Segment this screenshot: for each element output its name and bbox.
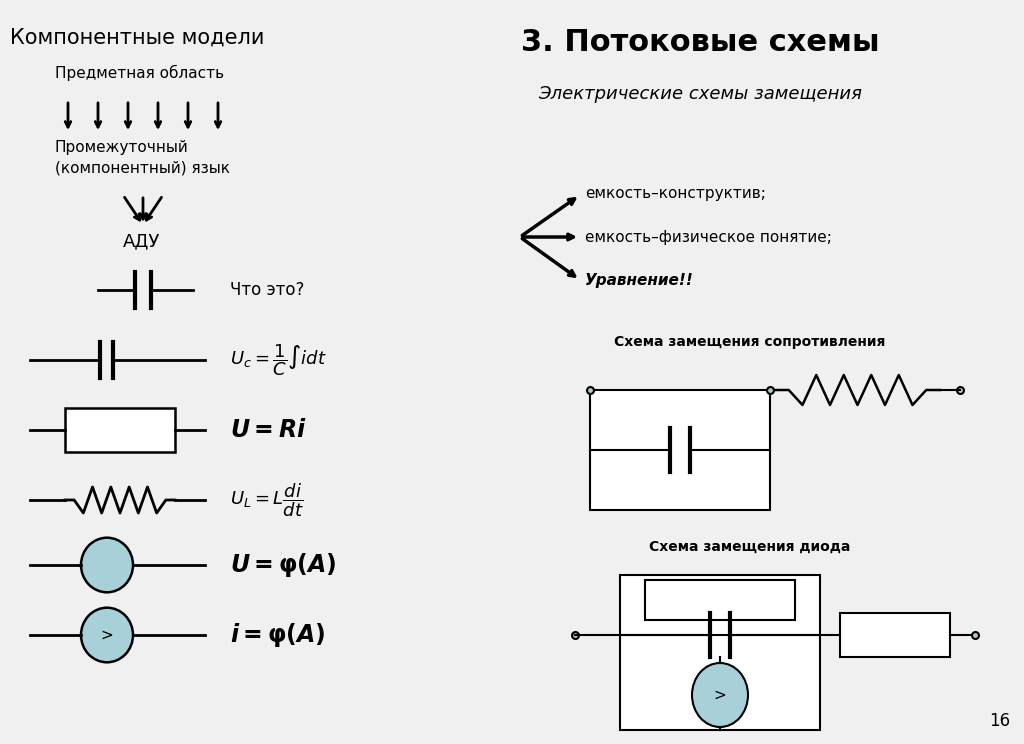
Bar <box>645 580 795 620</box>
Text: $U_L = L\dfrac{di}{dt}$: $U_L = L\dfrac{di}{dt}$ <box>230 481 304 519</box>
Bar <box>65 408 175 452</box>
Text: Электрические схемы замещения: Электрические схемы замещения <box>538 85 862 103</box>
Text: АДУ: АДУ <box>123 232 161 250</box>
Text: Уравнение!!: Уравнение!! <box>585 272 694 287</box>
Ellipse shape <box>81 538 133 592</box>
Text: Схема замещения диода: Схема замещения диода <box>649 540 851 554</box>
Text: (компонентный) язык: (компонентный) язык <box>55 160 230 175</box>
Text: $\boldsymbol{i = \varphi(A)}$: $\boldsymbol{i = \varphi(A)}$ <box>230 621 326 649</box>
Text: Промежуточный: Промежуточный <box>55 140 188 155</box>
Bar <box>840 613 950 657</box>
Text: Схема замещения сопротивления: Схема замещения сопротивления <box>614 335 886 349</box>
Text: Что это?: Что это? <box>230 281 304 299</box>
Ellipse shape <box>692 663 748 727</box>
Text: >: > <box>714 687 726 702</box>
Text: $\boldsymbol{U = Ri}$: $\boldsymbol{U = Ri}$ <box>230 418 307 442</box>
Text: 16: 16 <box>989 712 1010 730</box>
Text: емкость–физическое понятие;: емкость–физическое понятие; <box>585 229 831 245</box>
Text: 3. Потоковые схемы: 3. Потоковые схемы <box>520 28 880 57</box>
Bar <box>620 575 820 730</box>
Text: >: > <box>100 627 114 643</box>
Text: $U_c = \dfrac{1}{C}\int idt$: $U_c = \dfrac{1}{C}\int idt$ <box>230 342 327 378</box>
Ellipse shape <box>81 608 133 662</box>
Text: Компонентные модели: Компонентные модели <box>10 28 264 48</box>
Text: $\boldsymbol{U = \varphi(A)}$: $\boldsymbol{U = \varphi(A)}$ <box>230 551 337 579</box>
Bar <box>590 390 770 510</box>
Text: емкость–конструктив;: емкость–конструктив; <box>585 185 766 200</box>
Text: Предметная область: Предметная область <box>55 65 224 81</box>
